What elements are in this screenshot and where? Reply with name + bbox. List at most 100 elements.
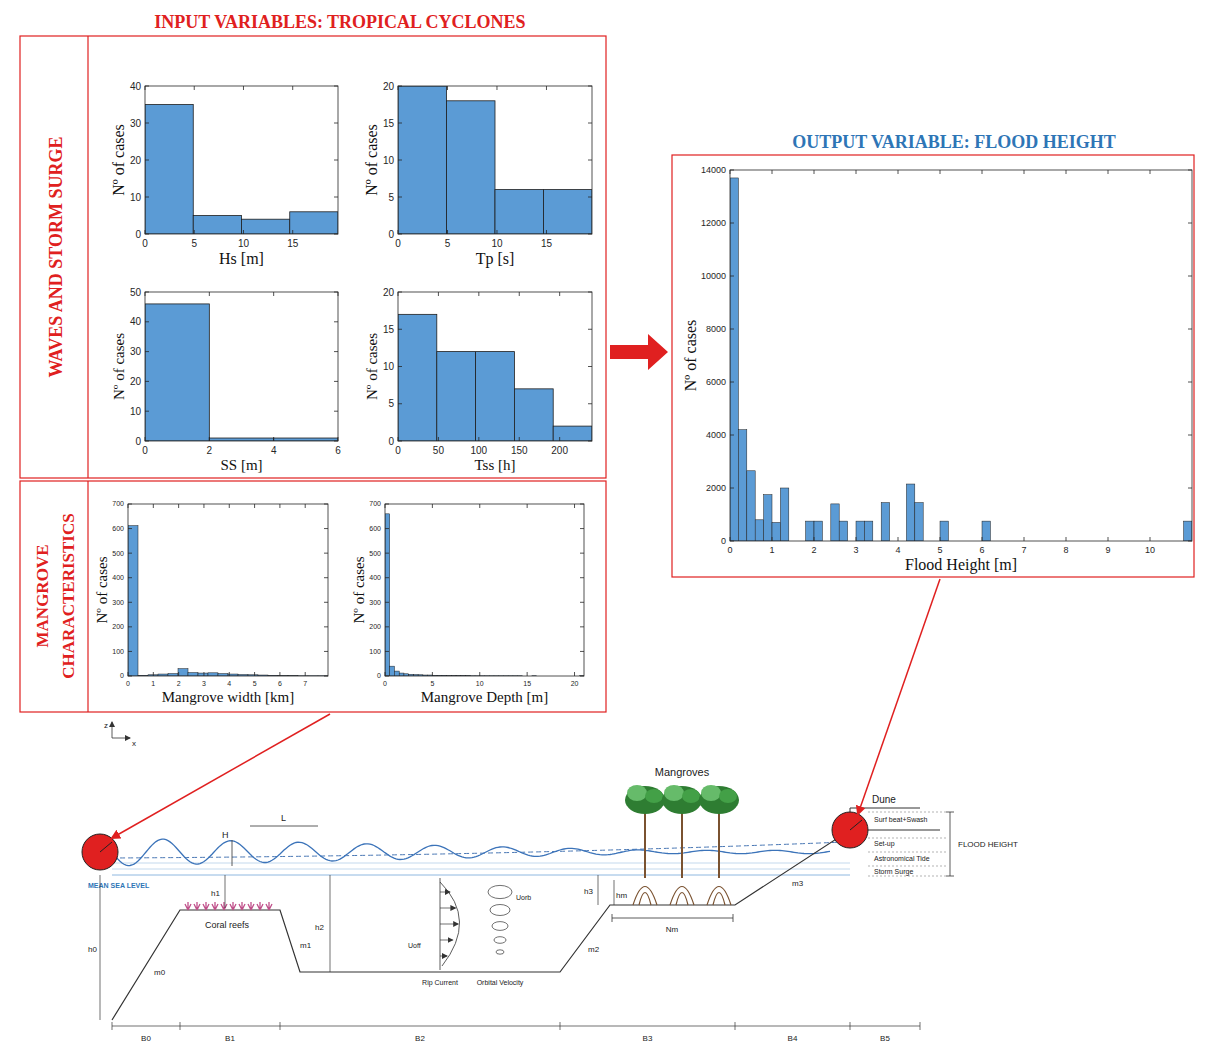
axis-title: Nº of cases: [364, 333, 380, 400]
coral: [239, 902, 245, 910]
plot-frame: [385, 504, 584, 676]
tick-label: 1: [151, 680, 155, 687]
bar: [856, 521, 864, 541]
tick: [574, 672, 575, 676]
bar: [447, 101, 496, 234]
tick-label: 0: [142, 445, 148, 456]
plot-area: [145, 292, 338, 441]
orbit: [492, 922, 508, 931]
axis-title: Tp [s]: [476, 250, 515, 268]
label: z: [104, 721, 108, 730]
tick-label: 10: [238, 238, 250, 249]
tick: [447, 230, 448, 234]
axis-arrow: [112, 722, 113, 738]
tick-label: 0: [395, 445, 401, 456]
tick: [153, 672, 154, 676]
tick: [398, 86, 399, 90]
label: B2: [415, 1034, 425, 1043]
tick: [128, 553, 132, 554]
tick: [145, 86, 146, 90]
chart: 012345670100200300400500600700Mangrove w…: [94, 500, 328, 705]
dimension: [280, 1022, 281, 1030]
plot-area: [385, 504, 584, 676]
tick-label: 100: [112, 648, 124, 655]
bar: [198, 673, 208, 676]
tick: [398, 292, 402, 293]
tick: [588, 329, 592, 330]
tick-label: 400: [112, 574, 124, 581]
tick-label: 5: [445, 238, 451, 249]
tick: [588, 197, 592, 198]
bar: [864, 521, 872, 541]
label: h0: [88, 945, 97, 954]
tick-label: 5: [430, 680, 434, 687]
label: Uoff: [408, 942, 421, 949]
tick: [145, 411, 149, 412]
dimension: [112, 1026, 920, 1027]
tick: [229, 672, 230, 676]
tick: [1188, 435, 1192, 436]
plot-frame: [398, 292, 592, 441]
bar: [780, 488, 788, 541]
tick: [334, 411, 338, 412]
dimension: [112, 1022, 113, 1030]
axis-title: Nº of cases: [94, 556, 110, 623]
tick-label: 20: [130, 155, 142, 166]
pointer-arrow: [112, 714, 330, 838]
label: m2: [588, 945, 600, 954]
tick: [447, 86, 448, 90]
dimension: [612, 914, 613, 922]
bars: [145, 105, 338, 235]
axis-title: Tss [h]: [474, 457, 515, 473]
tick: [145, 230, 146, 234]
label: H: [222, 830, 229, 840]
water-level: [112, 875, 850, 876]
tick: [546, 86, 547, 90]
tick: [145, 292, 149, 293]
tick: [1150, 537, 1151, 541]
tick: [292, 86, 293, 90]
tick-label: 700: [112, 500, 124, 507]
bars: [398, 314, 592, 441]
chart: 0123456789100200040006000800010000120001…: [682, 165, 1192, 574]
coral: [266, 902, 272, 910]
tick: [580, 676, 584, 677]
diagram: zxMEAN SEA LEVELHLDuneCoral reefsMangrov…: [82, 579, 1018, 1043]
bars: [398, 86, 592, 234]
plot-frame: [398, 86, 592, 234]
tick-label: 100: [369, 648, 381, 655]
panel-divider: [87, 36, 88, 478]
tick-label: 0: [383, 680, 387, 687]
axis-arrow: [112, 738, 130, 739]
tick-label: 0: [142, 238, 148, 249]
tick-label: 40: [130, 81, 142, 92]
tick: [334, 381, 338, 382]
tick-label: 400: [369, 574, 381, 581]
tick: [338, 437, 339, 441]
tick-label: 5: [388, 398, 394, 409]
tick-label: 10: [130, 192, 142, 203]
tick: [730, 170, 734, 171]
tick: [527, 672, 528, 676]
dimension: [232, 840, 233, 866]
bar: [476, 352, 515, 441]
tick: [898, 170, 899, 174]
canopy: [701, 785, 721, 801]
tick-label: 700: [369, 500, 381, 507]
tick: [730, 488, 734, 489]
tick-label: 200: [551, 445, 568, 456]
tick-label: 40: [130, 316, 142, 327]
tick: [730, 329, 734, 330]
tick: [324, 577, 328, 578]
panel-label: MANGROVECHARACTERISTICS: [33, 513, 78, 678]
tick: [398, 230, 399, 234]
current-arrow: [440, 924, 458, 925]
tick: [334, 292, 338, 293]
bar: [290, 212, 338, 234]
bar: [940, 521, 948, 541]
tick-label: 300: [112, 599, 124, 606]
coral: [248, 902, 254, 910]
tick: [1188, 488, 1192, 489]
tick: [385, 504, 389, 505]
tick-label: 9: [1105, 545, 1110, 555]
